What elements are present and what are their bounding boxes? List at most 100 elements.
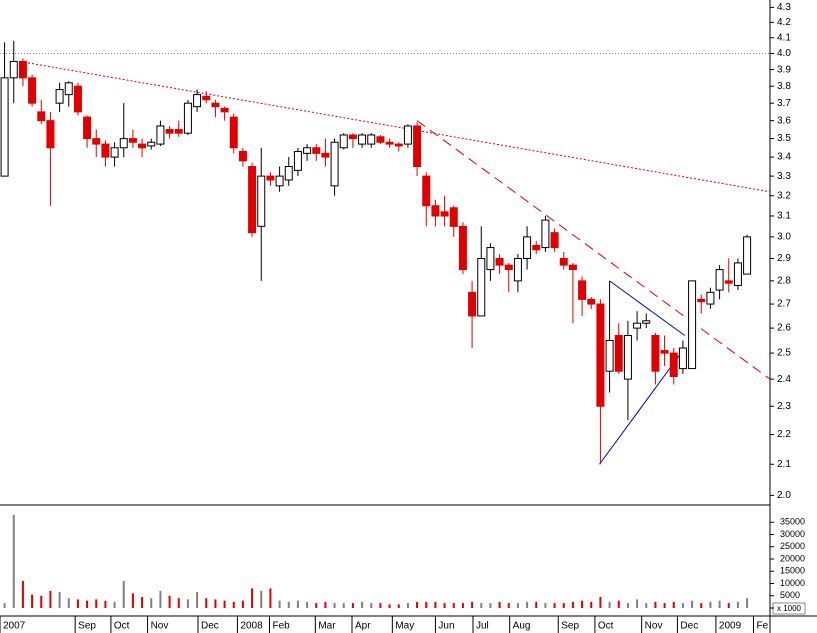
volume-bar [379,603,382,608]
x-tick-label: Jul [476,621,489,632]
candle-body [28,77,37,104]
candle-body [83,116,92,140]
volume-bar [590,601,593,608]
candle-body [376,136,385,143]
candle-body [706,291,715,305]
volume-bar [333,603,336,608]
candle-body [688,280,697,370]
candle-body [156,125,165,145]
volume-bar [718,600,721,608]
volume-bar [471,601,474,608]
volume-bar [535,601,538,608]
volume-bar [122,581,125,608]
candle-body [449,207,458,227]
volume-bar [306,601,309,608]
candle-body [660,350,669,354]
candle-body [642,320,651,324]
trendline [609,280,686,336]
volume-bar [516,603,519,608]
volume-bar [12,514,15,608]
volume-bar [269,588,272,608]
volume-tick-label: 30000 [780,529,805,539]
candle-body [348,134,357,140]
candle-body [339,134,348,149]
candle-body [486,247,495,271]
volume-unit-label: x 1000 [777,604,802,613]
volume-bar [507,603,510,608]
x-tick-label: 2007 [3,621,26,632]
candle-body [73,85,82,113]
volume-bar [67,598,70,608]
volume-bar [452,603,455,608]
y-tick-label: 3.8 [777,81,791,92]
candle-body [587,298,596,305]
volume-bar [95,599,98,608]
candle-body [202,95,211,101]
candle-body [715,269,724,291]
y-tick-label: 2.7 [777,299,791,310]
x-tick-label: Fe [757,621,769,632]
volume-bar [461,603,464,608]
volume-tick-label: 35000 [780,517,805,527]
candle-body [312,147,321,154]
candle-body [257,175,266,227]
x-tick-label: Dec [680,621,698,632]
y-tick-label: 2.8 [777,276,791,287]
volume-bar [672,601,675,608]
volume-bar [241,600,244,608]
volume-bar [489,603,492,608]
x-tick-label: Feb [273,621,291,632]
volume-bar [232,601,235,608]
volume-bar [425,601,428,608]
candle-body [321,152,330,158]
candle-body [266,175,275,181]
y-tick-label: 3.7 [777,98,791,109]
volume-bar [645,603,648,608]
volume-bar [40,595,43,608]
candle-body [614,335,623,372]
volume-bar [196,592,199,608]
volume-tick-label: 5000 [780,590,800,600]
candle-body [0,77,9,177]
volume-bar [654,601,657,608]
x-tick-label: Mar [318,621,336,632]
candle-body [55,89,64,104]
candle-body [413,125,422,168]
y-tick-label: 2.6 [777,323,791,334]
volume-bar [562,603,565,608]
volume-bar [416,601,419,608]
candle-body [697,298,706,303]
y-tick-label: 3.9 [777,64,791,75]
x-tick-label: Sep [561,621,579,632]
volume-bar [251,588,254,608]
x-tick-label: Jun [438,621,454,632]
volume-tick-label: 15000 [780,566,805,576]
volume-bar [626,603,629,608]
candle-body [523,236,532,259]
trendline [20,61,771,193]
candle-body [440,211,449,217]
candle-body [468,291,477,317]
volume-bar [168,595,171,608]
volume-bar [287,601,290,608]
x-tick-label: May [395,621,414,632]
candle-body [559,257,568,266]
volume-bar [214,599,217,608]
candle-body [724,280,733,284]
volume-bar [443,603,446,608]
volume-bar [186,599,189,608]
volume-bar [3,603,6,608]
volume-bar [553,603,556,608]
volume-bar [608,601,611,608]
candle-body [495,257,504,266]
y-tick-label: 3.4 [777,152,791,163]
y-tick-label: 3.5 [777,133,791,144]
candle-body [504,264,513,271]
candle-body [367,134,376,145]
candle-body [431,205,440,217]
y-tick-label: 2.4 [777,374,791,385]
candle-body [669,352,678,377]
candle-body [293,150,302,171]
volume-bar [351,603,354,608]
